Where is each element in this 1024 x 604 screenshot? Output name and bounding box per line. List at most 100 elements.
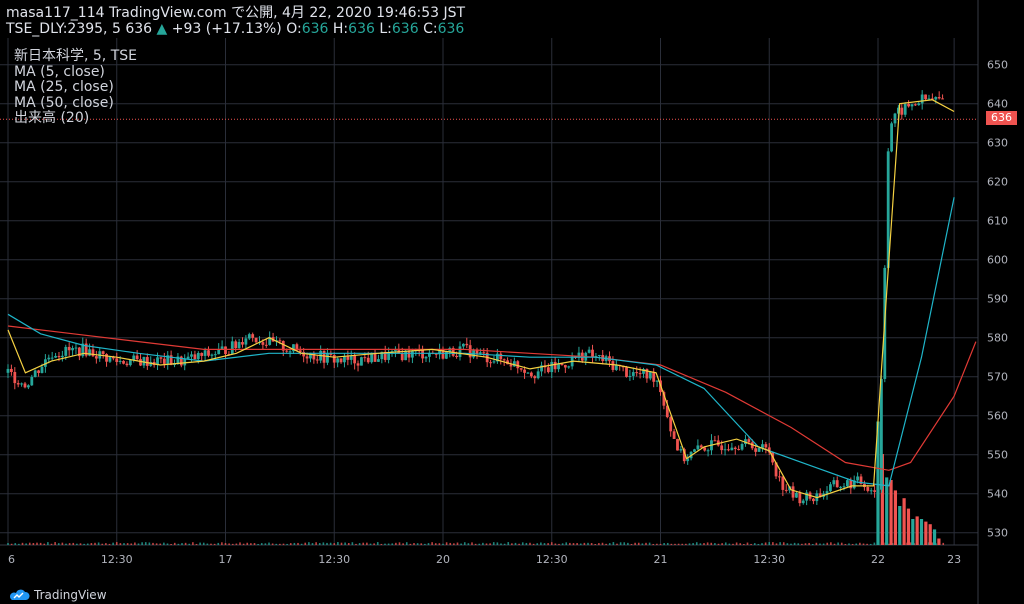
- x-tick-label: 12:30: [318, 553, 350, 566]
- candle-body: [934, 97, 938, 100]
- candle-body: [856, 476, 860, 481]
- volume-bar: [416, 543, 419, 545]
- candle-body: [77, 347, 81, 357]
- volume-bar: [685, 543, 687, 545]
- volume-bar: [753, 543, 756, 545]
- legend-ma50[interactable]: MA (50, close): [14, 94, 114, 111]
- candle-body: [798, 492, 802, 504]
- volume-bar: [333, 543, 336, 545]
- candle-body: [441, 349, 445, 359]
- candle-body: [230, 341, 234, 355]
- volume-bar: [206, 543, 209, 545]
- legend-ma25[interactable]: MA (25, close): [14, 79, 114, 95]
- candle-body: [322, 350, 326, 363]
- candle-body: [394, 348, 397, 352]
- candle-body: [169, 355, 173, 366]
- candle-body: [343, 356, 346, 363]
- candle-body: [893, 113, 897, 124]
- volume-bar: [72, 542, 75, 545]
- volume-bar: [395, 542, 397, 545]
- volume-bar: [608, 543, 611, 545]
- volume-bar: [246, 542, 249, 545]
- candle-body: [791, 486, 795, 498]
- candle-body: [757, 447, 761, 452]
- candle-body: [162, 358, 166, 364]
- volume-bar: [221, 542, 223, 545]
- volume-bar: [634, 542, 636, 545]
- volume-bar: [550, 542, 553, 545]
- tradingview-brand: TradingView: [34, 588, 107, 602]
- candle-body: [903, 103, 907, 115]
- candle-body: [812, 498, 815, 502]
- candle-body: [774, 462, 778, 477]
- candle-body: [805, 492, 809, 501]
- candle-body: [332, 354, 336, 363]
- volume-bar: [630, 543, 633, 545]
- volume-bar: [188, 543, 191, 545]
- symbol-ohlc-line: TSE_DLY:2395, 5 636 ▲ +93 (+17.13%) O:63…: [6, 21, 465, 37]
- volume-bar: [217, 542, 220, 545]
- volume-bar: [666, 542, 669, 545]
- candle-body: [264, 344, 268, 346]
- candle-body: [438, 349, 442, 355]
- candle-body: [383, 351, 387, 360]
- volume-bar: [47, 542, 49, 545]
- volume-bar: [289, 543, 292, 545]
- candle-body: [434, 353, 438, 355]
- up-arrow-icon: ▲: [156, 21, 168, 37]
- candle-body: [591, 349, 594, 357]
- candle-body: [380, 351, 384, 360]
- candle-body: [251, 334, 255, 338]
- volume-bar: [851, 543, 854, 545]
- volume-bar: [915, 516, 919, 545]
- volume-bar: [184, 542, 187, 545]
- volume-bar: [43, 543, 46, 545]
- volume-bar: [293, 542, 296, 545]
- candle-body: [523, 369, 526, 373]
- volume-bar: [347, 542, 350, 545]
- candle-body: [315, 359, 319, 361]
- candle-body: [33, 370, 37, 378]
- candle-body: [108, 356, 112, 362]
- tradingview-logo[interactable]: TradingView: [8, 588, 107, 602]
- y-tick-label: 640: [987, 98, 1008, 111]
- last-price: 636: [125, 21, 153, 37]
- volume-bar: [101, 543, 104, 545]
- volume-bar: [677, 543, 680, 545]
- candle-body: [529, 372, 533, 377]
- volume-bar: [699, 543, 702, 545]
- legend-ma5[interactable]: MA (5, close): [14, 63, 105, 80]
- volume-bar: [155, 543, 158, 545]
- legend-title[interactable]: 新日本科学, 5, TSE: [14, 48, 137, 64]
- volume-bar: [32, 543, 35, 545]
- candle-body: [421, 350, 425, 359]
- volume-bar: [641, 543, 644, 545]
- volume-bar: [710, 542, 713, 545]
- volume-bar: [224, 543, 227, 545]
- volume-bar: [10, 543, 13, 545]
- volume-bar: [746, 542, 749, 545]
- candle-body: [94, 356, 98, 359]
- volume-bar: [873, 542, 876, 545]
- volume-bar: [344, 542, 346, 545]
- candle-body: [703, 447, 707, 451]
- volume-bar: [656, 543, 658, 545]
- volume-bar: [141, 542, 143, 545]
- candle-body: [411, 350, 414, 358]
- volume-bar: [36, 542, 38, 545]
- volume-bar: [123, 543, 125, 545]
- volume-bar: [576, 543, 578, 545]
- volume-bar: [688, 543, 691, 545]
- candle-body: [818, 493, 822, 497]
- candle-body: [407, 350, 411, 358]
- y-tick-label: 620: [987, 176, 1008, 189]
- candle-body: [890, 123, 893, 152]
- candle-body: [941, 98, 944, 100]
- volume-bar: [18, 543, 20, 545]
- candle-body: [499, 353, 503, 360]
- candle-body: [778, 476, 781, 478]
- candle-body: [577, 352, 581, 358]
- volume-bar: [445, 542, 448, 545]
- legend-volume[interactable]: 出来高 (20): [14, 110, 90, 126]
